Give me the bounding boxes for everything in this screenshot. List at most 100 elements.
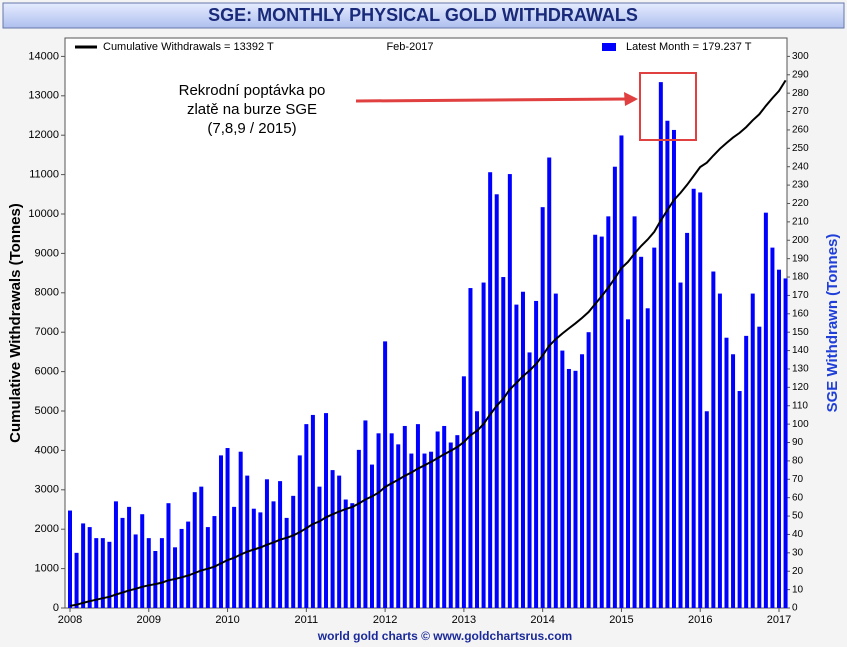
y-tick-label: 4000 [35,444,59,456]
y2-tick-label: 10 [792,584,804,595]
bar [350,503,355,608]
x-tick-label: 2017 [767,614,791,626]
bar [547,157,552,609]
bar [573,370,578,608]
bar [724,337,729,608]
bar [750,293,755,608]
source: world gold charts © www.goldchartsrus.co… [317,629,572,643]
y2-tick-label: 230 [792,180,809,191]
bar [199,486,204,608]
y2-axis-label: SGE Withdrawn (Tonnes) [824,234,841,413]
bar [140,514,145,608]
x-tick-label: 2010 [215,614,239,626]
bar [553,293,558,608]
y2-tick-label: 210 [792,217,809,228]
bar [717,293,722,608]
y2-tick-label: 110 [792,400,808,411]
y2-tick-label: 290 [792,69,809,80]
bar [153,551,158,608]
bar [284,517,289,608]
bar [146,538,151,608]
x-tick-label: 2015 [609,614,633,626]
x-tick-label: 2016 [688,614,712,626]
y-tick-label: 11000 [29,169,59,181]
bar [173,547,178,608]
bar [225,448,230,608]
bar [560,350,565,608]
bar [383,341,388,608]
bar [278,481,283,608]
x-tick-label: 2014 [530,614,554,626]
legend-date: Feb-2017 [386,41,433,53]
y2-tick-label: 160 [792,308,809,319]
bar [389,433,394,608]
bar [481,282,486,608]
bar [770,247,775,608]
bar [435,431,440,608]
y-tick-label: 3000 [35,484,59,496]
bar [429,451,434,608]
bar [671,129,676,608]
bar [612,166,617,609]
x-tick-label: 2011 [295,614,319,626]
bar [632,216,637,608]
bar [159,538,164,608]
y-axis-label: Cumulative Withdrawals (Tonnes) [7,203,24,443]
y2-tick-label: 250 [792,143,809,154]
y2-tick-label: 50 [792,511,804,522]
y2-tick-label: 150 [792,327,809,338]
y-tick-label: 10000 [28,208,59,220]
y2-tick-label: 120 [792,382,809,393]
bar [343,499,348,608]
bar [363,420,368,608]
bar [731,354,736,608]
bar [711,271,716,608]
bar [127,506,132,608]
bar [94,538,99,608]
bar [310,414,315,608]
bar [593,234,598,608]
y-tick-label: 7000 [35,326,59,338]
bar [113,501,118,608]
bar [691,188,696,608]
bar [468,288,473,608]
y2-tick-label: 30 [792,547,804,558]
y2-tick-label: 300 [792,51,809,62]
legend-swatch [602,43,616,51]
annotation-line: Rekrodní poptávka po [179,82,326,99]
title-bar [2,2,845,29]
y2-tick-label: 180 [792,272,809,283]
bar [356,449,361,608]
y2-tick-label: 140 [792,345,809,356]
bar [258,512,263,608]
y-tick-label: 2000 [35,523,59,535]
x-tick-label: 2013 [452,614,476,626]
bar [639,256,644,608]
y-tick-label: 0 [53,602,59,614]
y-tick-label: 9000 [35,247,59,259]
y2-tick-label: 90 [792,437,804,448]
bar [488,172,493,608]
bar [271,501,276,608]
bar [606,216,611,608]
y2-tick-label: 100 [792,419,809,430]
bar [448,442,453,608]
y-tick-label: 8000 [35,287,59,299]
bar [744,335,749,608]
bar [514,304,519,608]
bar [317,486,322,608]
y-tick-label: 13000 [28,90,59,102]
bar [212,516,217,608]
y2-tick-label: 170 [792,290,809,301]
bar [757,326,762,608]
bar [402,425,407,608]
bar [81,523,86,608]
bar [737,391,742,608]
y-tick-label: 5000 [35,405,59,417]
bar [324,413,329,608]
bar [566,368,571,608]
y2-tick-label: 80 [792,456,804,467]
bar [455,435,460,608]
bar [330,470,335,608]
annotation: Rekrodní poptávka po zlatě na burze SGE … [179,82,326,137]
